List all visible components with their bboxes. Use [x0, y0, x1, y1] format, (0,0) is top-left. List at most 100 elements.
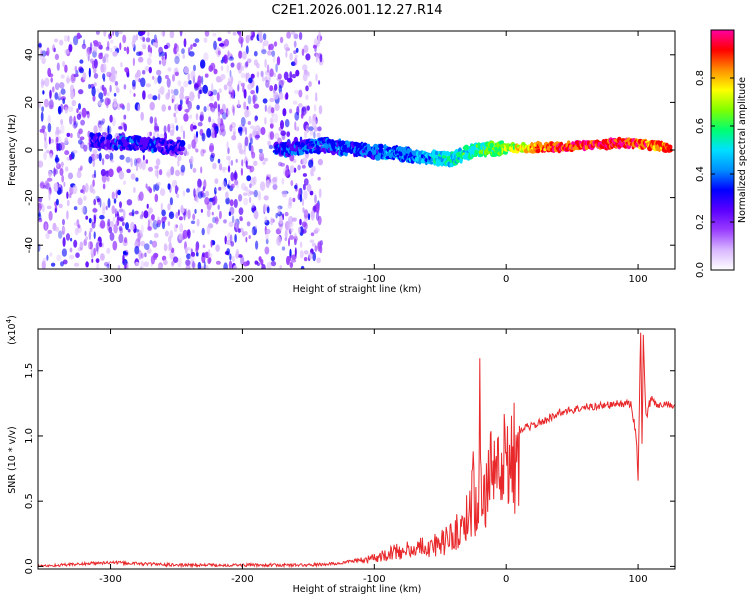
noise-blob [294, 121, 297, 131]
noise-blob [269, 118, 273, 124]
signal-blob [179, 140, 186, 147]
noise-blob [137, 232, 141, 242]
noise-blob [179, 31, 183, 37]
noise-blob [239, 149, 245, 155]
noise-blob [230, 159, 234, 166]
noise-blob [154, 165, 159, 170]
noise-blob [111, 205, 116, 215]
noise-blob [243, 197, 249, 206]
noise-blob [153, 122, 159, 133]
noise-blob [202, 244, 206, 249]
noise-blob [135, 261, 140, 266]
noise-blob [92, 179, 95, 187]
colorbar-tick-label: 0.2 [695, 214, 706, 230]
noise-blob [54, 82, 60, 91]
noise-blob [310, 232, 315, 237]
noise-blob [194, 208, 197, 214]
noise-blob [165, 74, 169, 80]
noise-blob [259, 181, 266, 191]
noise-blob [43, 151, 47, 161]
noise-blob [300, 265, 305, 269]
signal-core [536, 145, 538, 150]
noise-blob [102, 202, 106, 211]
noise-blob [223, 219, 227, 224]
noise-blob [162, 31, 165, 37]
signal-blob [429, 161, 434, 165]
noise-blob [123, 180, 127, 185]
noise-blob [170, 247, 175, 254]
noise-blob [302, 183, 306, 191]
noise-blob [56, 62, 60, 71]
noise-blob [106, 263, 110, 269]
noise-blob [166, 244, 173, 252]
noise-blob [291, 74, 297, 79]
noise-blob [133, 93, 136, 97]
noise-blob [103, 77, 106, 82]
noise-blob [273, 92, 279, 100]
noise-blob [237, 126, 243, 132]
noise-blob [317, 158, 323, 166]
noise-blob [54, 208, 57, 213]
noise-blob [212, 89, 218, 96]
noise-blob [123, 237, 128, 244]
noise-blob [140, 252, 144, 259]
noise-blob [270, 256, 275, 262]
noise-blob [198, 86, 204, 94]
noise-blob [56, 254, 62, 262]
noise-blob [227, 165, 231, 173]
noise-blob [119, 103, 125, 108]
noise-blob [119, 42, 122, 51]
noise-blob [176, 193, 180, 198]
noise-blob [137, 104, 140, 112]
noise-blob [170, 89, 174, 94]
noise-blob [83, 195, 87, 201]
noise-blob [157, 219, 162, 225]
noise-blob [208, 102, 214, 108]
noise-blob [50, 262, 56, 267]
noise-blob [93, 198, 97, 206]
noise-blob [148, 166, 153, 172]
noise-blob [234, 234, 237, 243]
noise-blob [117, 265, 121, 269]
noise-blob [146, 131, 151, 138]
noise-blob [261, 49, 267, 55]
noise-blob [47, 177, 53, 182]
colorbar-tick-label: 0.8 [695, 70, 706, 86]
noise-blob [195, 246, 199, 253]
noise-blob [221, 180, 227, 191]
noise-blob [299, 250, 304, 259]
noise-blob [223, 104, 226, 114]
noise-blob [92, 207, 97, 213]
noise-blob [171, 98, 174, 104]
noise-blob [249, 165, 255, 173]
noise-blob [93, 73, 99, 79]
noise-blob [187, 100, 192, 110]
noise-blob [260, 259, 264, 266]
noise-blob [105, 154, 110, 160]
signal-core [529, 145, 532, 150]
noise-blob [78, 89, 84, 95]
noise-blob [183, 113, 189, 122]
noise-blob [251, 203, 255, 208]
noise-blob [269, 68, 274, 77]
noise-blob [237, 99, 240, 107]
noise-blob [154, 220, 158, 225]
noise-blob [301, 198, 305, 207]
noise-blob [101, 242, 105, 248]
noise-blob [317, 176, 321, 181]
signal-blob [341, 140, 345, 147]
noise-blob [294, 54, 298, 59]
noise-blob [225, 107, 229, 118]
noise-blob [317, 215, 322, 226]
noise-blob [123, 209, 126, 219]
noise-blob [49, 104, 54, 110]
noise-blob [74, 222, 76, 226]
noise-blob [69, 254, 75, 260]
noise-blob [93, 153, 98, 161]
noise-blob [189, 114, 193, 119]
noise-blob [74, 65, 78, 72]
noise-blob [311, 242, 316, 247]
noise-blob [225, 197, 230, 205]
noise-blob [47, 229, 53, 234]
noise-blob [192, 167, 197, 173]
